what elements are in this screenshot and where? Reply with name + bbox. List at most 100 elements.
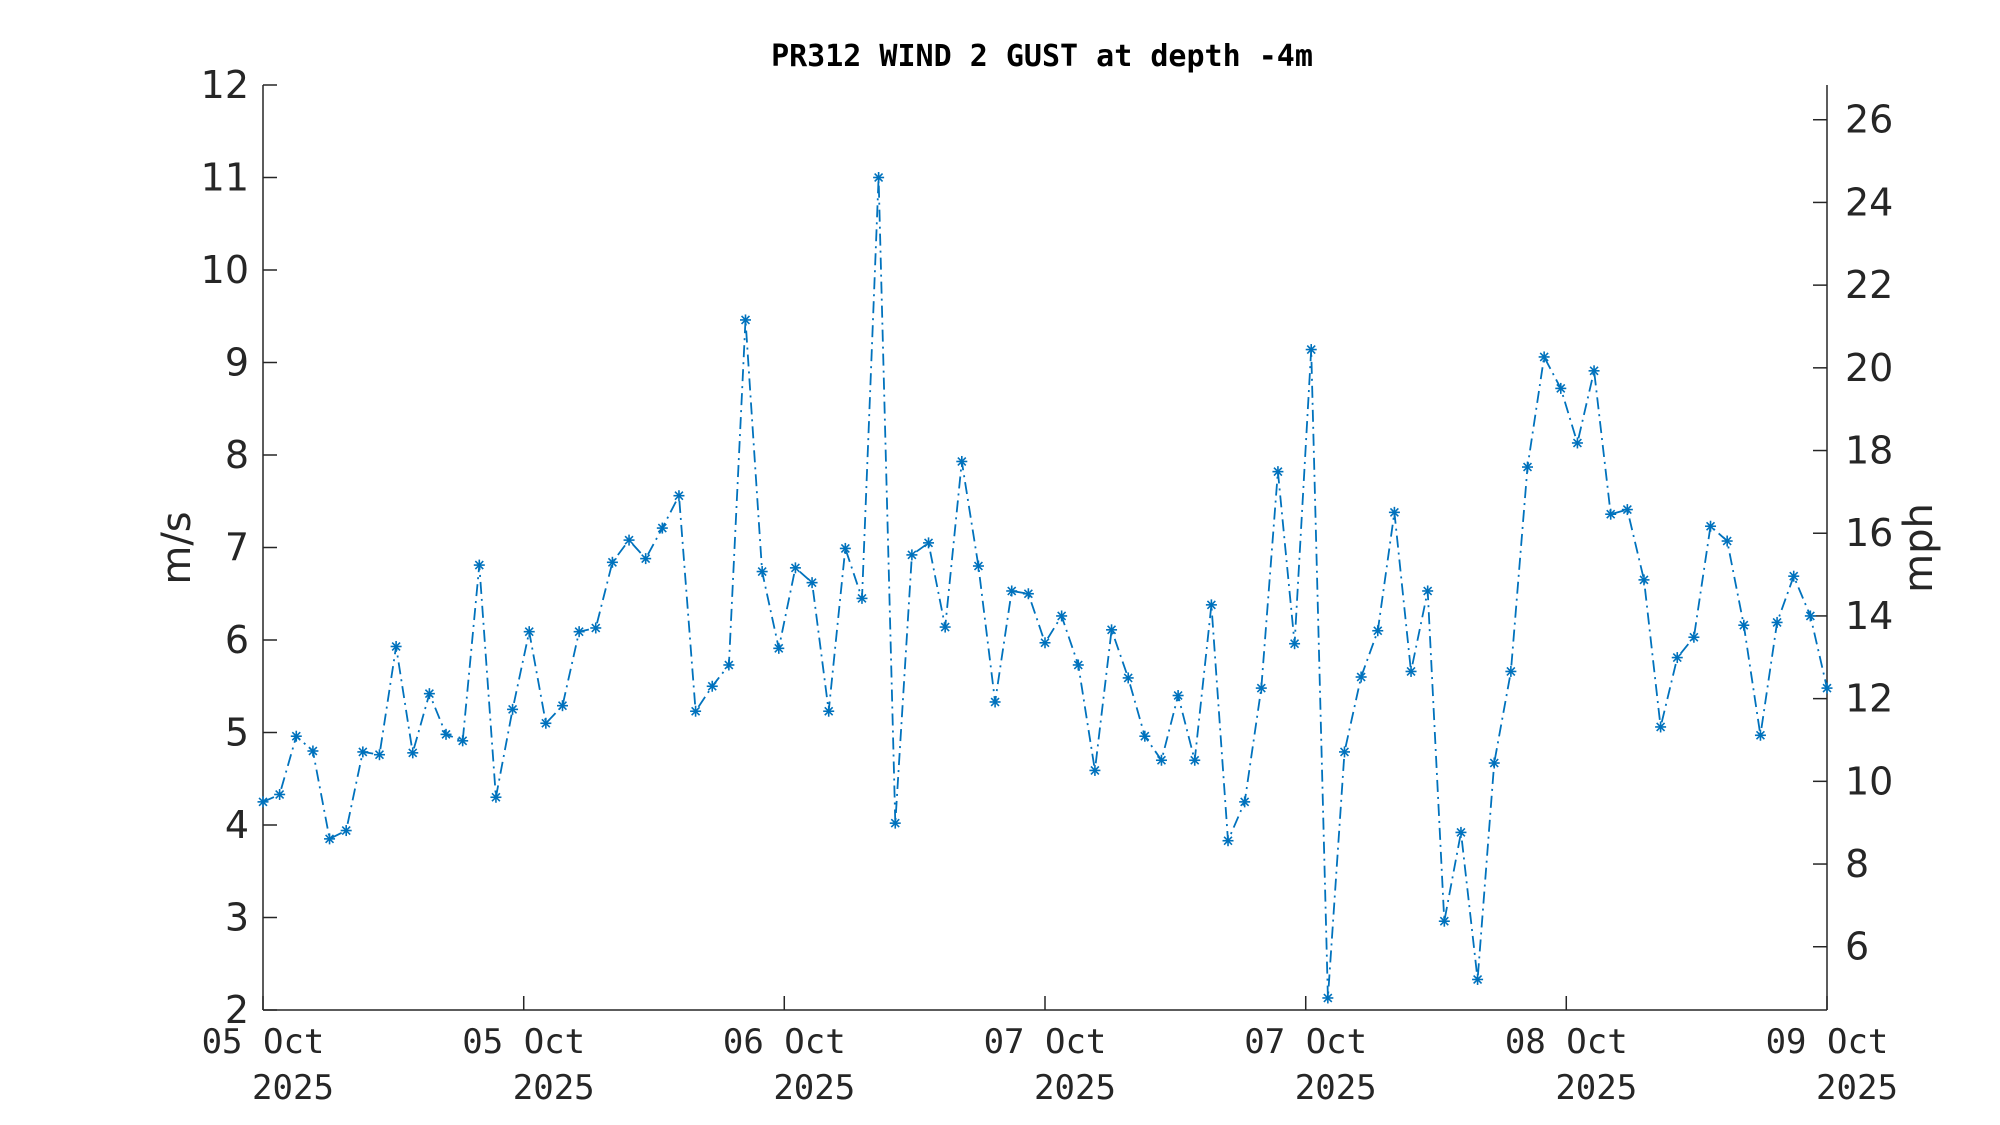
data-point-marker xyxy=(939,621,951,633)
data-point-marker xyxy=(1621,504,1633,516)
x-tick-label-date: 07 Oct xyxy=(1244,1022,1367,1062)
data-point-marker xyxy=(1638,574,1650,586)
data-point-marker xyxy=(723,659,735,671)
data-point-marker xyxy=(1106,624,1118,636)
y-right-tick-label: 10 xyxy=(1845,759,1893,803)
data-point-marker xyxy=(407,747,419,759)
data-point-marker xyxy=(1754,729,1766,741)
y-left-tick-label: 3 xyxy=(225,896,249,940)
data-point-marker xyxy=(1122,672,1134,684)
y-right-tick-label: 6 xyxy=(1845,925,1869,969)
data-point-marker xyxy=(1671,652,1683,664)
data-point-marker xyxy=(1172,690,1184,701)
data-point-marker xyxy=(307,745,319,757)
y-left-tick-label: 12 xyxy=(201,63,249,107)
data-point-marker xyxy=(989,696,1001,708)
data-point-marker xyxy=(656,522,668,534)
chart-title: PR312 WIND 2 GUST at depth -4m xyxy=(771,39,1313,74)
data-point-marker xyxy=(1472,973,1484,985)
data-point-marker xyxy=(806,577,818,589)
series-markers xyxy=(257,172,1833,1004)
data-point-marker xyxy=(1388,506,1400,518)
data-point-marker xyxy=(457,735,469,747)
data-point-marker xyxy=(823,705,835,717)
data-point-marker xyxy=(956,455,968,467)
data-point-marker xyxy=(839,542,851,554)
data-point-marker xyxy=(1189,754,1201,766)
x-tick-label-year: 2025 xyxy=(513,1068,595,1108)
data-point-marker xyxy=(1571,437,1583,449)
y-right-tick-label: 24 xyxy=(1845,180,1893,224)
data-point-marker xyxy=(1522,461,1534,473)
data-point-marker xyxy=(340,825,352,837)
y-right-tick-label: 14 xyxy=(1845,594,1893,638)
data-point-marker xyxy=(1422,585,1434,597)
y-left-tick-label: 11 xyxy=(201,156,249,200)
data-point-marker xyxy=(1655,721,1667,733)
data-point-marker xyxy=(573,626,585,638)
data-point-marker xyxy=(1488,757,1500,769)
data-point-marker xyxy=(373,749,385,761)
data-point-marker xyxy=(1738,619,1750,631)
data-point-marker xyxy=(1255,682,1267,694)
x-tick-label-date: 07 Oct xyxy=(984,1022,1107,1062)
data-point-marker xyxy=(923,537,935,549)
data-point-marker xyxy=(440,728,452,740)
y-right-tick-label: 16 xyxy=(1845,511,1893,555)
y-left-tick-label: 7 xyxy=(225,526,249,570)
x-tick-label-year: 2025 xyxy=(1034,1068,1116,1108)
data-point-marker xyxy=(1788,570,1800,582)
data-point-marker xyxy=(357,746,369,758)
y-right-tick-label: 8 xyxy=(1845,842,1869,886)
y-axis-right-title: mph xyxy=(1896,503,1942,593)
series-line-wind-gust xyxy=(262,177,1828,999)
y-axis-left-title: m/s xyxy=(154,511,200,584)
data-point-marker xyxy=(1072,659,1084,671)
data-point-marker xyxy=(1705,520,1717,532)
x-tick-label-date: 08 Oct xyxy=(1505,1022,1628,1062)
x-tick-label-date: 09 Oct xyxy=(1766,1022,1889,1062)
x-tick-label-date: 06 Oct xyxy=(723,1022,846,1062)
data-point-marker xyxy=(1089,764,1101,776)
data-point-marker xyxy=(1372,625,1384,637)
data-point-marker xyxy=(1022,588,1034,600)
data-point-marker xyxy=(789,562,801,574)
data-point-marker xyxy=(1405,665,1417,677)
plot-frame xyxy=(262,85,1828,1011)
data-point-marker xyxy=(1538,351,1550,363)
data-point-marker xyxy=(1355,671,1367,683)
data-point-marker xyxy=(1272,466,1284,478)
y-left-tick-label: 8 xyxy=(225,433,249,477)
data-point-marker xyxy=(690,705,702,717)
data-point-marker xyxy=(1239,796,1251,808)
data-point-marker xyxy=(257,796,269,808)
y-left-tick-label: 2 xyxy=(225,988,249,1032)
data-point-marker xyxy=(673,490,685,502)
data-point-marker xyxy=(1505,665,1517,677)
y-left-tick-label: 4 xyxy=(225,803,249,847)
y-right-tick-label: 22 xyxy=(1845,263,1893,307)
data-point-marker xyxy=(290,730,302,742)
data-point-marker xyxy=(1455,826,1467,838)
data-point-marker xyxy=(1688,631,1700,643)
data-point-marker xyxy=(1821,682,1833,694)
y-right-tick-label: 18 xyxy=(1845,429,1893,473)
data-point-marker xyxy=(590,622,602,634)
data-point-marker xyxy=(507,703,519,715)
x-tick-label-year: 2025 xyxy=(1295,1068,1377,1108)
data-point-marker xyxy=(324,833,336,845)
data-point-marker xyxy=(1771,616,1783,628)
data-point-marker xyxy=(623,534,635,546)
x-axis-ticks: 05 Oct 2025 05 Oct 2025 06 Oct 2025 07 Oct 2025… xyxy=(202,996,1898,1108)
data-point-marker xyxy=(1555,382,1567,394)
x-tick-label-date: 05 Oct xyxy=(202,1022,325,1062)
y-axis-left-ticks: 2 3 4 5 6 7 8 9 10 11 12 xyxy=(201,63,277,1032)
data-point-marker xyxy=(1039,637,1051,649)
y-right-tick-label: 26 xyxy=(1845,98,1893,142)
data-point-marker xyxy=(1438,915,1450,927)
data-point-marker xyxy=(1155,754,1167,766)
data-point-marker xyxy=(1588,365,1600,377)
data-point-marker xyxy=(1721,535,1733,547)
y-axis-right-ticks: 6 8 10 12 14 16 18 20 22 24 26 xyxy=(1813,98,1893,969)
